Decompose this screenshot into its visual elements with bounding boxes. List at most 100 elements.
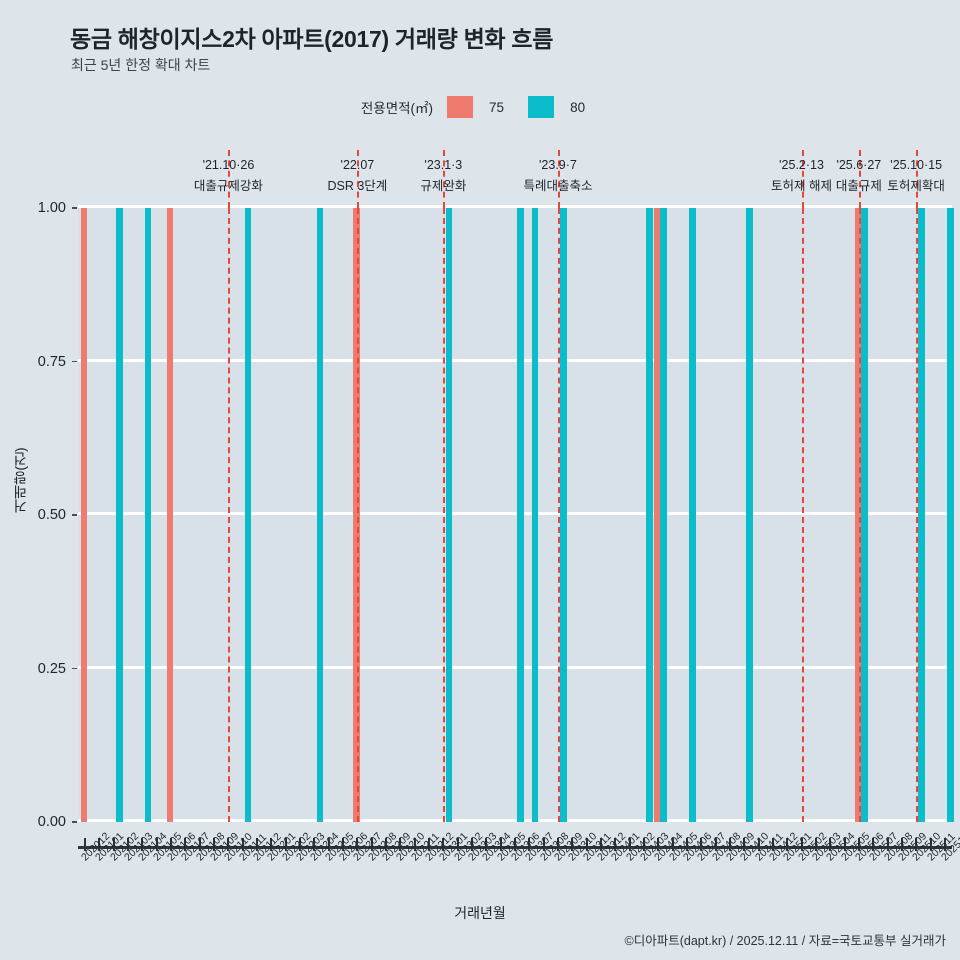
bar [918,208,925,822]
x-axis-tick-mark [456,838,459,851]
bar [560,208,567,822]
annotation-text: 대출규제 [835,179,882,193]
y-axis-tick-mark [72,667,77,669]
x-axis-tick-mark [943,838,946,851]
grid-line [78,819,952,822]
x-axis-tick-mark [556,838,559,851]
x-axis-tick-mark [299,838,302,851]
x-axis-tick-mark [284,838,287,851]
legend-title: 전용면적(㎡) [360,101,434,116]
x-axis-tick-mark [628,838,631,851]
legend-swatch-75 [447,96,474,118]
x-axis-tick-mark [84,838,87,851]
x-axis-tick-mark [428,838,431,851]
annotation-line-top [557,150,560,208]
x-axis-tick-mark [757,838,760,851]
legend-label-75: 75 [489,99,505,115]
bar [353,208,360,822]
y-axis-tick-mark [72,360,77,362]
x-axis-tick-mark [929,838,932,851]
y-axis-tick-label: 0.25 [37,660,66,677]
x-axis-tick-mark [141,838,144,851]
annotation-date: '25.6·27 [836,158,882,172]
y-axis-tick-label: 0.00 [37,814,66,830]
x-axis-tick-mark [385,838,388,851]
x-axis-tick-mark [471,838,474,851]
x-axis-tick-mark [599,838,602,851]
annotation-text: 대출규제강화 [193,179,263,193]
x-axis-tick-mark [642,838,645,851]
x-axis-tick-mark [743,838,746,851]
x-axis-tick-mark [886,838,889,851]
x-axis-tick-mark [370,838,373,851]
x-axis-tick-mark [127,838,130,851]
x-axis-tick-mark [786,838,789,851]
x-axis-label: 거래년월 [454,905,506,921]
x-axis-tick-mark [399,838,402,851]
x-axis-tick-mark [685,838,688,851]
x-axis-tick-mark [728,838,731,851]
y-axis-tick-mark [72,821,77,823]
y-axis-tick-label: 0.50 [37,507,66,523]
annotation-line [557,208,560,822]
annotation-text: 규제완화 [420,179,467,193]
x-axis-tick-mark [155,838,158,851]
legend-label-80: 80 [570,99,586,115]
x-axis-tick-mark [700,838,703,851]
y-axis-tick-mark [72,207,77,209]
x-axis-tick-mark [585,838,588,851]
chart-legend: 전용면적(㎡) 75 80 [0,96,960,118]
x-axis-tick-mark [270,838,273,851]
x-axis-tick-mark [256,838,259,851]
bar [166,208,174,822]
bar [660,208,667,822]
annotation-line [443,208,446,822]
x-axis-tick-mark [571,838,574,851]
annotation-line-top [858,150,861,208]
annotation-line-top [357,150,360,208]
annotation-label: '23.9·7 특례대출축소 [523,158,592,194]
x-axis-tick-mark [528,838,531,851]
x-axis-tick-mark [170,838,173,851]
y-axis-tick-label: 1.00 [37,200,66,216]
x-axis-tick-mark [356,838,359,851]
bar [531,208,539,822]
annotation-line-top [916,150,919,208]
x-axis-tick-mark [800,838,803,851]
x-axis-tick-mark [671,838,674,851]
y-axis-tick-mark [72,514,77,516]
annotation-label: '25.10·15 토허제확대 [887,158,945,194]
x-axis-tick-mark [614,838,617,851]
x-axis-tick-mark [900,838,903,851]
annotation-date: '23.1·3 [424,158,463,172]
annotation-line [858,208,861,822]
annotation-line-top [443,150,446,208]
bar [244,208,252,822]
x-axis-tick-mark [485,838,488,851]
annotation-text: DSR 3단계 [327,179,388,193]
x-axis-tick-mark [342,838,345,851]
x-axis-tick-mark [657,838,660,851]
bar [947,208,954,822]
bar [316,208,324,822]
bar [861,208,868,822]
chart-subtitle: 최근 5년 한정 확대 차트 [71,57,211,73]
annotation-label: '21.10·26 대출규제강화 [194,158,263,194]
y-axis-label-wrap: 거래량(건) [10,447,30,512]
annotation-line [801,208,804,822]
x-axis-tick-mark [227,838,230,851]
bar [144,208,152,822]
annotation-date: '23.9·7 [539,158,577,172]
annotation-date: '25.2·13 [779,158,824,172]
annotation-label: '25.6·27 대출규제 [836,158,882,194]
x-axis-tick-mark [499,838,502,851]
x-axis-tick-mark [442,838,445,851]
bar [689,208,696,822]
bar [854,208,862,822]
x-axis-tick-mark [771,838,774,851]
annotation-date: '21.10·26 [202,158,255,172]
annotation-line [357,208,360,822]
x-axis-tick-mark [112,838,115,851]
legend-swatch-80 [528,96,555,118]
bar [746,208,753,822]
